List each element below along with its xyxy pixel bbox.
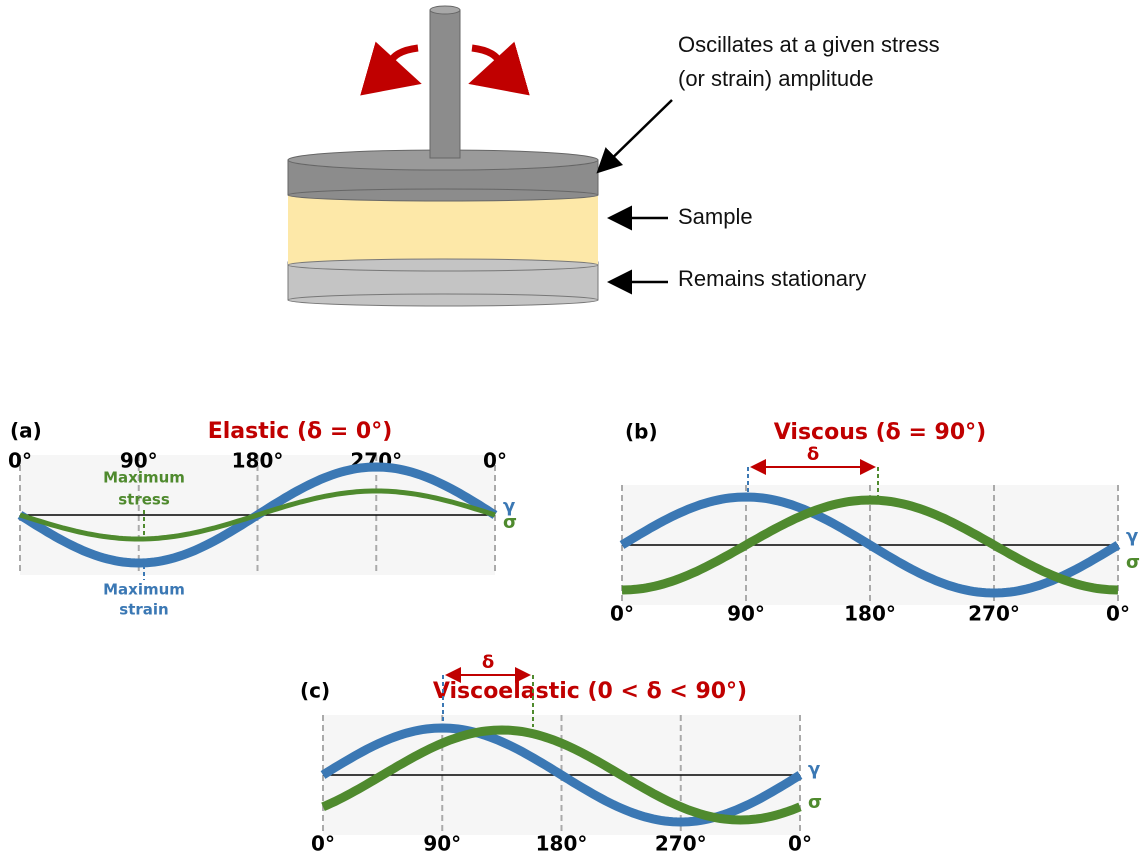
angle-label: 0° bbox=[8, 449, 32, 473]
label: Sample bbox=[678, 204, 753, 229]
delta-label: δ bbox=[482, 652, 494, 673]
stress-symbol: σ bbox=[503, 512, 517, 533]
strain-symbol: γ bbox=[1126, 526, 1138, 547]
strain-symbol: γ bbox=[808, 759, 820, 780]
angle-label: 270° bbox=[655, 832, 707, 856]
angle-label: 90° bbox=[727, 602, 765, 626]
panel-title: Viscoelastic (0 < δ < 90°) bbox=[433, 679, 747, 704]
panel-title: Viscous (δ = 90°) bbox=[774, 420, 986, 445]
diagram: Oscillates at a given stress (or strain)… bbox=[0, 0, 1147, 856]
angle-label: 270° bbox=[968, 602, 1020, 626]
rheometer: Oscillates at a given stress (or strain)… bbox=[288, 6, 940, 306]
note: Maximum bbox=[103, 581, 185, 599]
note: Maximum bbox=[103, 469, 185, 487]
angle-label: 0° bbox=[1106, 602, 1130, 626]
delta-label: δ bbox=[807, 444, 819, 465]
panel-label: (a) bbox=[10, 419, 42, 443]
angle-label: 90° bbox=[423, 832, 461, 856]
angle-label: 180° bbox=[536, 832, 588, 856]
note: strain bbox=[119, 601, 168, 619]
angle-label: 180° bbox=[844, 602, 896, 626]
label: Oscillates at a given stress bbox=[678, 32, 940, 57]
panel-label: (b) bbox=[625, 420, 658, 444]
angle-label: 0° bbox=[311, 832, 335, 856]
label: Remains stationary bbox=[678, 266, 866, 291]
panel-label: (c) bbox=[300, 679, 330, 703]
stress-symbol: σ bbox=[808, 792, 822, 813]
stress-symbol: σ bbox=[1126, 552, 1140, 573]
angle-label: 0° bbox=[483, 449, 507, 473]
label: (or strain) amplitude bbox=[678, 66, 874, 91]
angle-label: 0° bbox=[788, 832, 812, 856]
panel-title: Elastic (δ = 0°) bbox=[208, 419, 393, 444]
angle-label: 180° bbox=[232, 449, 284, 473]
angle-label: 0° bbox=[610, 602, 634, 626]
note: stress bbox=[118, 491, 170, 509]
